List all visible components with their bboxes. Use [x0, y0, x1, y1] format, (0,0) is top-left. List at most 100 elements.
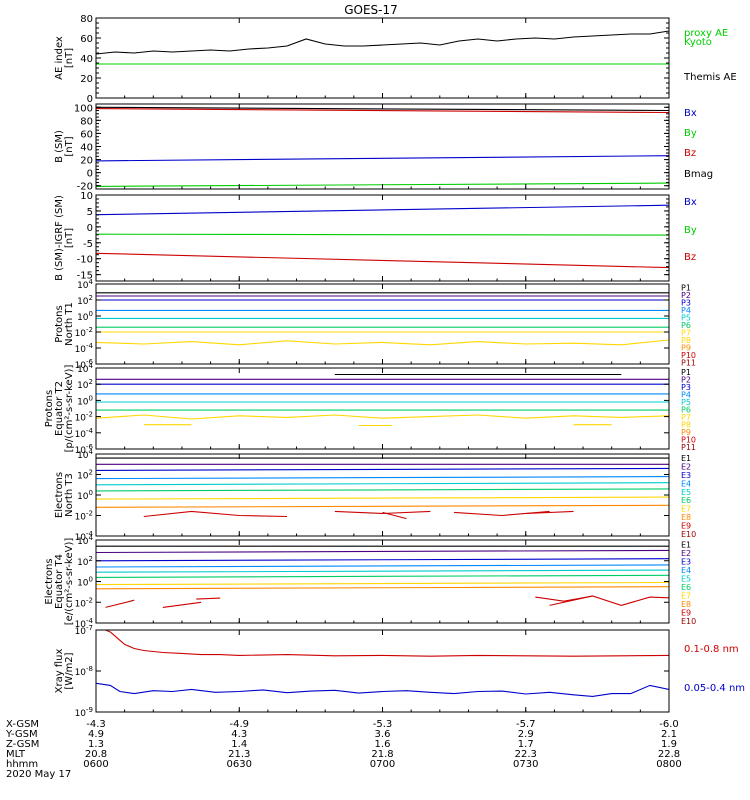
y-tick-label: 10-9 — [75, 706, 93, 719]
series-themis-ae — [96, 30, 669, 55]
y-tick-label: 100 — [77, 394, 93, 407]
date-label: 2020 May 17 — [6, 769, 71, 780]
legend-label: E3 — [681, 471, 691, 480]
y-tick-label: 10-4 — [75, 427, 94, 440]
y-tick-label: 20 — [80, 156, 93, 167]
y-axis-label-2: Equator T2 — [54, 381, 65, 436]
legend-label: Bx — [684, 197, 697, 208]
legend: Bx By Bz Bmag — [684, 108, 713, 180]
y-tick-label: 10-4 — [75, 342, 94, 355]
series-e9 — [525, 510, 574, 515]
legend-label: E7 — [681, 505, 691, 514]
legend-label: proxy AE — [684, 28, 728, 39]
axis-row-value: -5.7 — [516, 719, 536, 730]
legend-label: E5 — [681, 574, 691, 583]
series-e4 — [96, 564, 669, 568]
legend-label: P7 — [681, 328, 691, 337]
y-tick-label: 102 — [77, 555, 93, 568]
y-axis-label-2: Equator T4 — [54, 554, 65, 609]
y-axis-label: Protons — [54, 305, 65, 342]
legend-label: E10 — [681, 530, 696, 539]
series-0-05-0-4-nm — [96, 682, 669, 697]
series-group — [96, 630, 669, 697]
legend-label: P2 — [681, 291, 691, 300]
series-e4 — [96, 476, 669, 480]
legend-label: E3 — [681, 557, 691, 566]
legend-label: Bx — [684, 108, 697, 119]
y-axis-unit: [nT] — [64, 136, 75, 156]
axis-row-value: 1.9 — [661, 739, 677, 750]
axis-row-label: hhmm — [6, 759, 38, 770]
legend-label: E7 — [681, 591, 691, 600]
y-tick-label: 80 — [80, 116, 93, 127]
y-tick-label: 0 — [87, 223, 93, 234]
series-p7 — [96, 414, 669, 420]
legend-label: 0.05-0.4 nm — [684, 683, 745, 694]
axis-row-value: 22.8 — [658, 749, 680, 760]
legend-label: P8 — [681, 336, 691, 345]
y-axis-label-2: North T1 — [64, 302, 75, 346]
series-e6 — [96, 574, 669, 578]
legend-label: P5 — [681, 398, 691, 407]
legend-label: P7 — [681, 413, 691, 422]
y-tick-label: 102 — [77, 469, 93, 482]
axis-row-value: 1.4 — [231, 739, 247, 750]
axis-row-value: -5.3 — [373, 719, 393, 730]
y-axis-label: Electrons — [44, 558, 55, 604]
legend-label: P10 — [681, 436, 696, 445]
axis-row-value: 0700 — [370, 759, 395, 770]
panel-frame — [95, 103, 670, 190]
y-axis-label: Electrons — [54, 472, 65, 518]
panel-2: -20 0 20 40 60 80 100 B (SM) [nT] Bx By Bz Bmag — [54, 103, 713, 192]
series-by — [96, 233, 669, 236]
series-p8 — [96, 339, 669, 346]
axis-row-value: 22.3 — [515, 749, 537, 760]
legend-label: P1 — [681, 368, 691, 377]
series-bx — [96, 204, 669, 216]
legend: Bx By Bz — [684, 197, 697, 263]
series-e5 — [96, 569, 669, 573]
legend-label: E9 — [681, 608, 691, 617]
series-group — [96, 545, 669, 608]
series-0-1-0-8-nm — [104, 630, 669, 657]
series-e6 — [96, 488, 669, 492]
series-e3 — [96, 467, 669, 471]
legend-label: P4 — [681, 390, 691, 399]
series-bz — [96, 252, 669, 269]
axis-row-value: 20.8 — [85, 749, 107, 760]
panel-frame — [95, 17, 670, 99]
y-tick-label: 102 — [77, 294, 93, 307]
legend-label: P10 — [681, 351, 696, 360]
axis-row-value: 0800 — [656, 759, 681, 770]
series-e9 — [535, 595, 593, 602]
y-axis-label-2: North T3 — [64, 473, 75, 517]
legend-label: P6 — [681, 321, 691, 330]
legend-label: 0.1-0.8 nm — [684, 644, 739, 655]
y-axis-unit: [nT] — [64, 228, 75, 248]
legend-label: E6 — [681, 583, 691, 592]
y-tick-label: -20 — [77, 182, 93, 193]
series-e9 — [196, 597, 221, 600]
panel-frame — [95, 453, 670, 537]
legend-label: P11 — [681, 358, 696, 367]
y-tick-label: 10-8 — [75, 665, 93, 678]
y-tick-label: 100 — [77, 489, 93, 502]
axis-row-value: 4.9 — [88, 729, 104, 740]
axis-row-value: -6.0 — [659, 719, 679, 730]
legend-label: P4 — [681, 306, 691, 315]
legend-label: P9 — [681, 428, 691, 437]
legend-label: P9 — [681, 343, 691, 352]
legend-label: P11 — [681, 443, 696, 452]
axis-row-label: Y-GSM — [5, 729, 38, 740]
series-group — [96, 30, 669, 65]
y-axis-label: B (SM)-IGRF (SM) — [54, 195, 65, 281]
axis-row-label: Z-GSM — [6, 739, 39, 750]
legend-label: E9 — [681, 521, 691, 530]
series-group — [96, 457, 669, 520]
legend-label: Kyoto — [684, 37, 712, 48]
